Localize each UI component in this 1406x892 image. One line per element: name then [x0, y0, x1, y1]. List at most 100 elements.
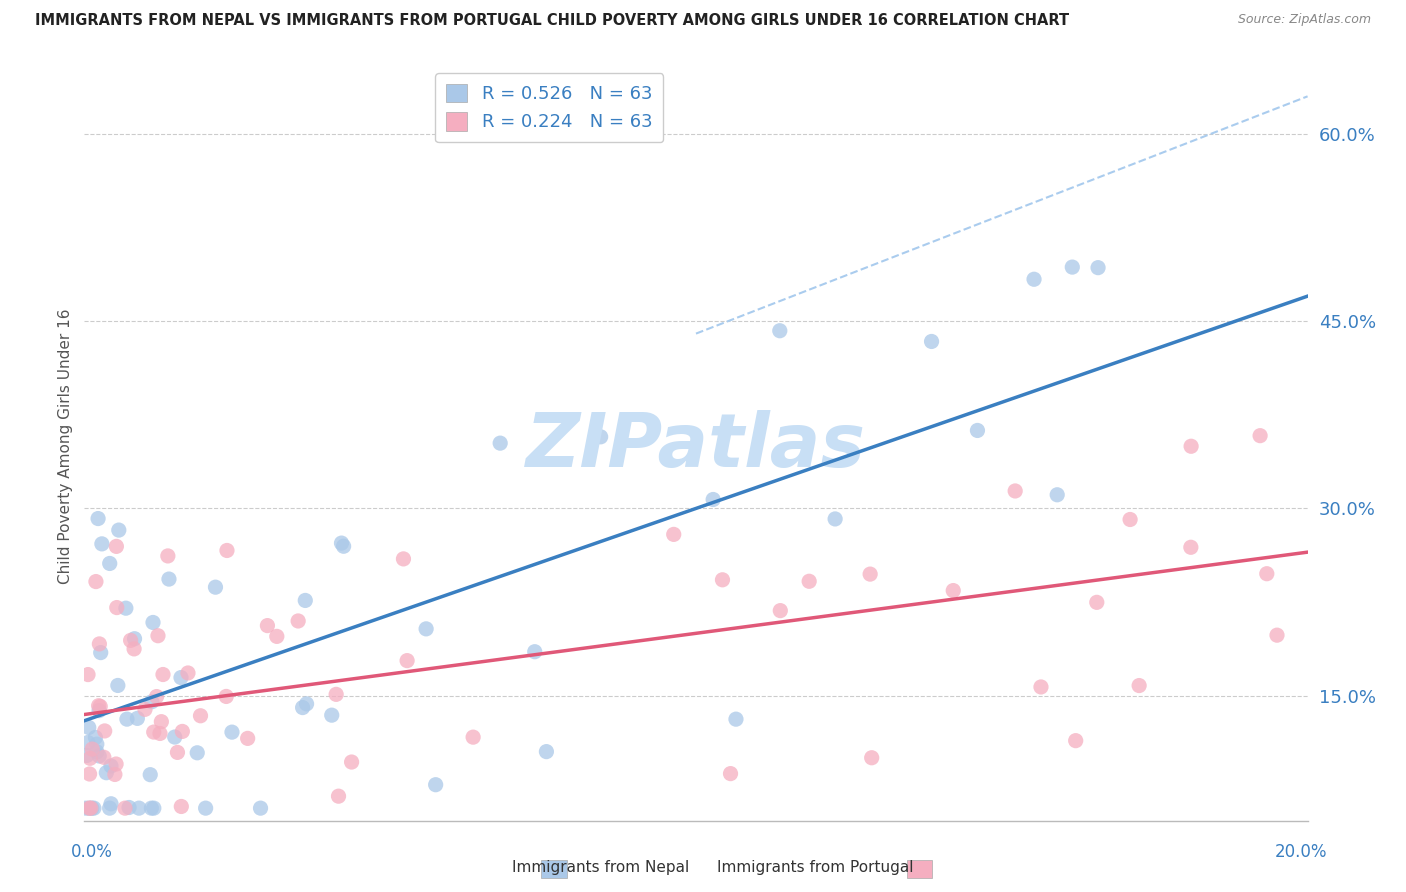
- Point: [321, 708, 343, 723]
- Point: [105, 540, 128, 554]
- Point: [291, 700, 314, 714]
- Point: [1062, 260, 1084, 274]
- Point: [294, 593, 316, 607]
- Point: [396, 654, 419, 668]
- Point: [256, 618, 278, 632]
- Point: [100, 797, 122, 811]
- Point: [340, 755, 363, 769]
- Point: [96, 765, 118, 780]
- Point: [142, 801, 165, 815]
- Point: [107, 523, 129, 537]
- Point: [87, 704, 110, 718]
- Point: [489, 436, 512, 450]
- Point: [93, 750, 115, 764]
- Point: [1085, 595, 1108, 609]
- Point: [325, 687, 347, 701]
- Point: [80, 801, 103, 815]
- Point: [98, 801, 121, 815]
- Point: [859, 567, 882, 582]
- Point: [921, 334, 943, 349]
- Point: [1004, 483, 1026, 498]
- Point: [170, 671, 193, 685]
- Point: [186, 746, 208, 760]
- Point: [204, 580, 226, 594]
- Point: [118, 800, 141, 814]
- Point: [662, 527, 685, 541]
- Point: [139, 767, 162, 781]
- Point: [711, 573, 734, 587]
- Point: [1256, 566, 1278, 581]
- Point: [79, 801, 101, 815]
- Point: [287, 614, 309, 628]
- Point: [799, 574, 821, 589]
- Point: [1119, 512, 1142, 526]
- Point: [724, 712, 747, 726]
- Point: [942, 583, 965, 598]
- Point: [89, 699, 111, 714]
- Point: [523, 645, 546, 659]
- Point: [82, 742, 104, 756]
- Point: [87, 511, 110, 525]
- Point: [1064, 733, 1087, 747]
- Point: [194, 801, 217, 815]
- Point: [124, 632, 146, 646]
- Point: [1249, 428, 1271, 442]
- Point: [89, 749, 111, 764]
- Point: [215, 690, 238, 704]
- Point: [87, 698, 110, 713]
- Point: [769, 324, 792, 338]
- Point: [332, 539, 354, 553]
- Point: [163, 730, 186, 744]
- Point: [83, 801, 105, 815]
- Text: Immigrants from Portugal: Immigrants from Portugal: [717, 860, 914, 874]
- Point: [76, 748, 98, 763]
- Point: [1180, 439, 1202, 453]
- Point: [127, 711, 149, 725]
- Point: [190, 708, 212, 723]
- Point: [141, 695, 163, 709]
- Y-axis label: Child Poverty Among Girls Under 16: Child Poverty Among Girls Under 16: [58, 309, 73, 583]
- Point: [1087, 260, 1109, 275]
- Point: [702, 492, 724, 507]
- Point: [80, 801, 103, 815]
- Point: [120, 633, 142, 648]
- Point: [77, 667, 100, 681]
- Point: [77, 801, 100, 815]
- Point: [769, 604, 792, 618]
- Point: [166, 745, 188, 759]
- Point: [89, 637, 111, 651]
- Point: [84, 574, 107, 589]
- Point: [90, 537, 112, 551]
- Point: [157, 572, 180, 586]
- Point: [720, 766, 742, 780]
- Point: [463, 730, 485, 744]
- Point: [1022, 272, 1045, 286]
- Point: [1046, 488, 1069, 502]
- Text: 20.0%: 20.0%: [1274, 843, 1327, 861]
- Point: [90, 646, 112, 660]
- Point: [150, 714, 173, 729]
- Text: 0.0%: 0.0%: [70, 843, 112, 861]
- Point: [122, 641, 145, 656]
- Point: [152, 667, 174, 681]
- Point: [84, 731, 107, 745]
- Point: [1180, 541, 1202, 555]
- Point: [79, 751, 101, 765]
- Text: Source: ZipAtlas.com: Source: ZipAtlas.com: [1237, 13, 1371, 27]
- Point: [824, 512, 846, 526]
- Point: [1029, 680, 1052, 694]
- Text: Immigrants from Nepal: Immigrants from Nepal: [512, 860, 689, 874]
- Point: [172, 724, 194, 739]
- Point: [1128, 679, 1150, 693]
- Point: [295, 697, 318, 711]
- Point: [328, 789, 350, 804]
- Point: [330, 536, 353, 550]
- Point: [966, 424, 988, 438]
- Point: [100, 759, 122, 773]
- Point: [77, 721, 100, 735]
- Point: [128, 801, 150, 815]
- Point: [86, 737, 108, 751]
- Point: [249, 801, 271, 815]
- Point: [93, 723, 115, 738]
- Point: [1265, 628, 1288, 642]
